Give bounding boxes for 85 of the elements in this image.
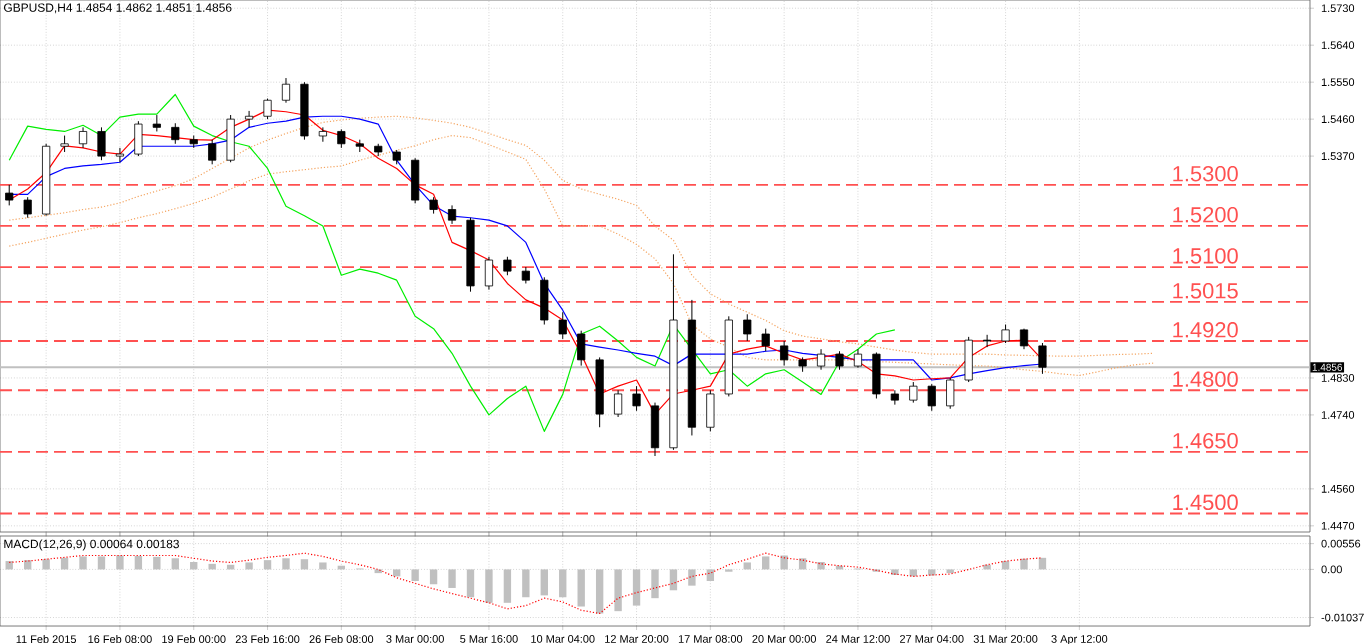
bar [79,556,87,570]
ref-line-label: 1.5100 [1173,248,1238,264]
candlestick [318,126,327,143]
candlestick [890,389,899,406]
bar [1020,558,1028,570]
bar [669,569,678,591]
bar [632,569,641,606]
ref-line-label: 1.5015 [1173,283,1238,299]
candlestick [614,389,623,418]
candlestick [281,77,291,104]
candlestick [761,328,770,352]
bar [503,569,512,603]
bar [762,556,770,570]
bar [743,562,751,570]
bar [817,561,825,570]
candlestick [337,128,346,149]
ref-line-label: 1.5200 [1173,207,1238,223]
ref-line-label: 1.5300 [1173,165,1238,182]
bar [319,562,327,570]
bar [448,569,456,588]
candlestick [447,204,457,225]
ref-line-label: 1.4800 [1173,371,1238,387]
ref-line-label: 1.4920 [1173,322,1238,338]
bar [300,559,309,570]
candlestick [484,256,494,291]
bar [706,569,715,582]
bar [540,569,548,596]
candlestick [208,139,217,165]
bar [429,569,438,585]
bar [780,555,788,570]
candlestick [577,330,586,367]
bar [393,569,401,577]
candlestick [78,126,88,149]
candlestick [853,348,863,369]
candlestick [263,98,272,120]
candlestick [835,350,844,371]
bar [559,569,567,598]
candlestick [134,120,143,157]
candlestick [872,351,881,399]
bar [688,569,696,586]
candlestick [540,276,549,326]
bar [208,563,216,570]
bar [263,560,272,570]
bar [134,555,143,570]
candlestick [909,381,918,404]
candlestick [244,110,254,128]
bar [466,569,475,598]
candlestick [983,334,992,348]
candlestick [964,336,973,383]
candlestick [927,383,936,412]
bar [97,556,106,570]
ref-line-label: 1.4650 [1173,433,1238,449]
bar [577,569,585,607]
bar [245,562,253,570]
bar [60,557,69,570]
bar [153,556,161,570]
ref-line-label: 1.4500 [1173,494,1238,511]
bar [909,569,917,577]
candlestick [743,313,752,342]
candlestick [816,348,826,371]
bar [614,569,622,612]
candlestick [706,389,715,432]
candlestick [558,311,567,340]
candlestick [1038,342,1047,375]
candlestick [97,126,106,161]
bar [282,558,290,570]
candlestick [503,256,512,276]
candlestick [632,385,641,412]
bar [651,569,659,599]
bar [522,569,530,598]
bar [116,555,124,570]
candlestick [1001,324,1010,344]
candlestick [171,122,180,145]
candlestick [946,377,955,410]
candlestick [115,147,125,163]
candlestick [780,340,789,367]
bar [485,569,493,603]
bar [798,558,807,570]
bar [171,558,179,570]
candlestick [650,402,660,457]
bar [411,569,419,582]
candlestick [5,184,14,206]
candlestick [226,114,235,163]
candlestick [411,157,420,204]
candlestick [23,196,32,219]
